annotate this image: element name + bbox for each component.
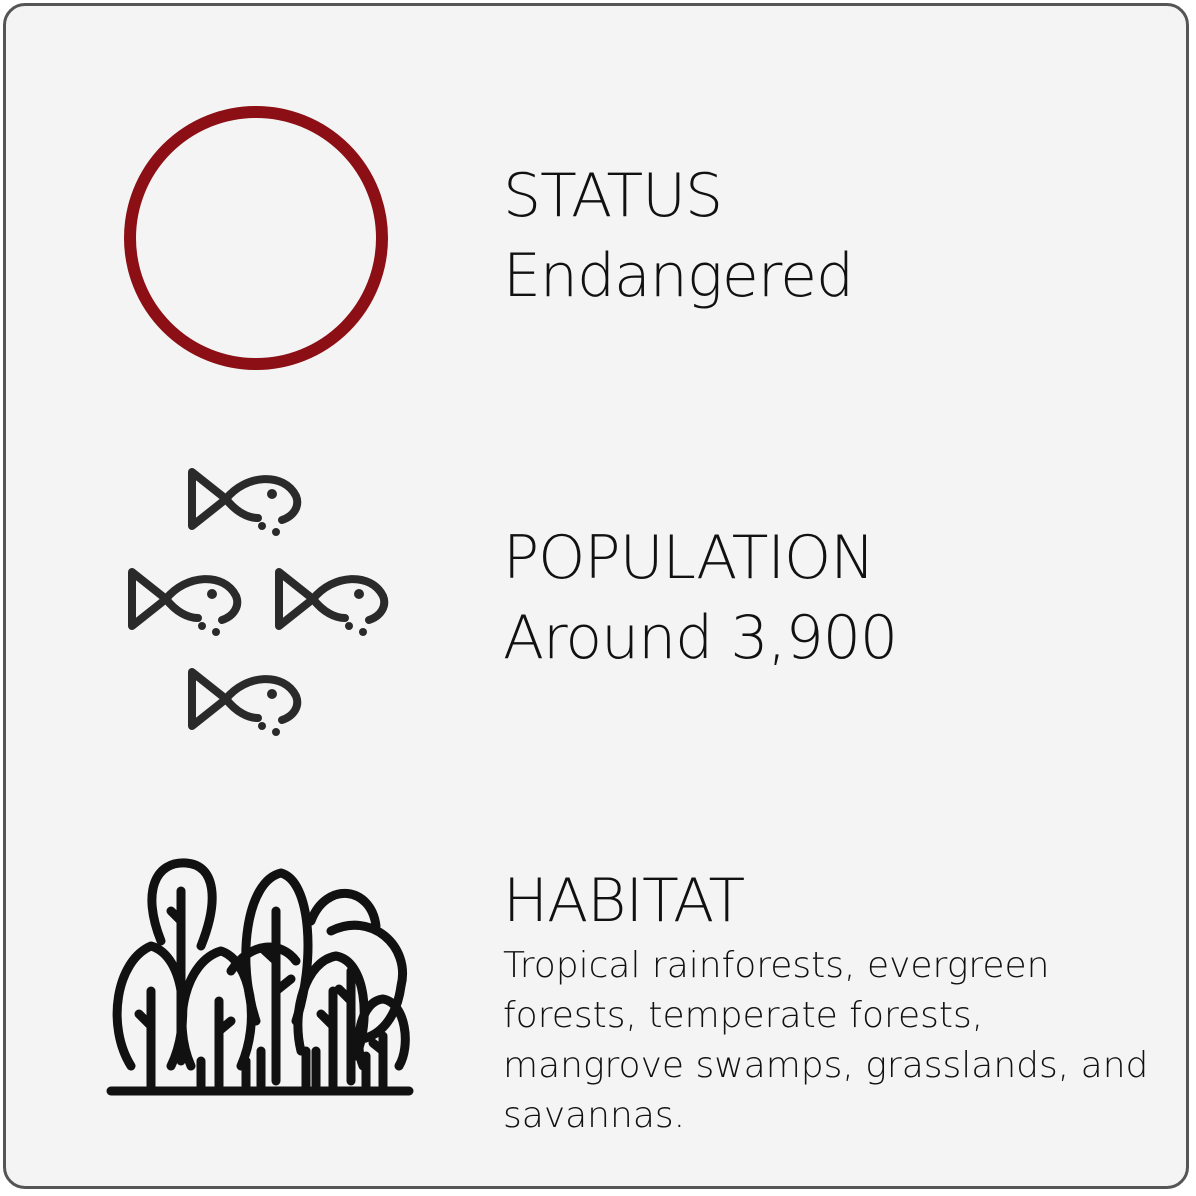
fish-school-icon xyxy=(116,456,406,746)
info-card: STATUS Endangered POPULATION xyxy=(3,3,1189,1189)
habitat-text: HABITAT Tropical rainforests, evergreen … xyxy=(503,861,1163,1141)
status-ring-icon xyxy=(124,106,388,370)
forest-trees-icon xyxy=(106,858,414,1096)
status-label: STATUS xyxy=(503,161,723,231)
status-value: Endangered xyxy=(503,241,854,311)
population-value: Around 3,900 xyxy=(503,603,898,673)
population-text: POPULATION Around 3,900 xyxy=(503,518,898,678)
habitat-label: HABITAT xyxy=(503,866,745,936)
population-label: POPULATION xyxy=(503,523,875,593)
habitat-value: Tropical rainforests, evergreen forests,… xyxy=(503,945,1149,1136)
status-text: STATUS Endangered xyxy=(503,156,854,316)
